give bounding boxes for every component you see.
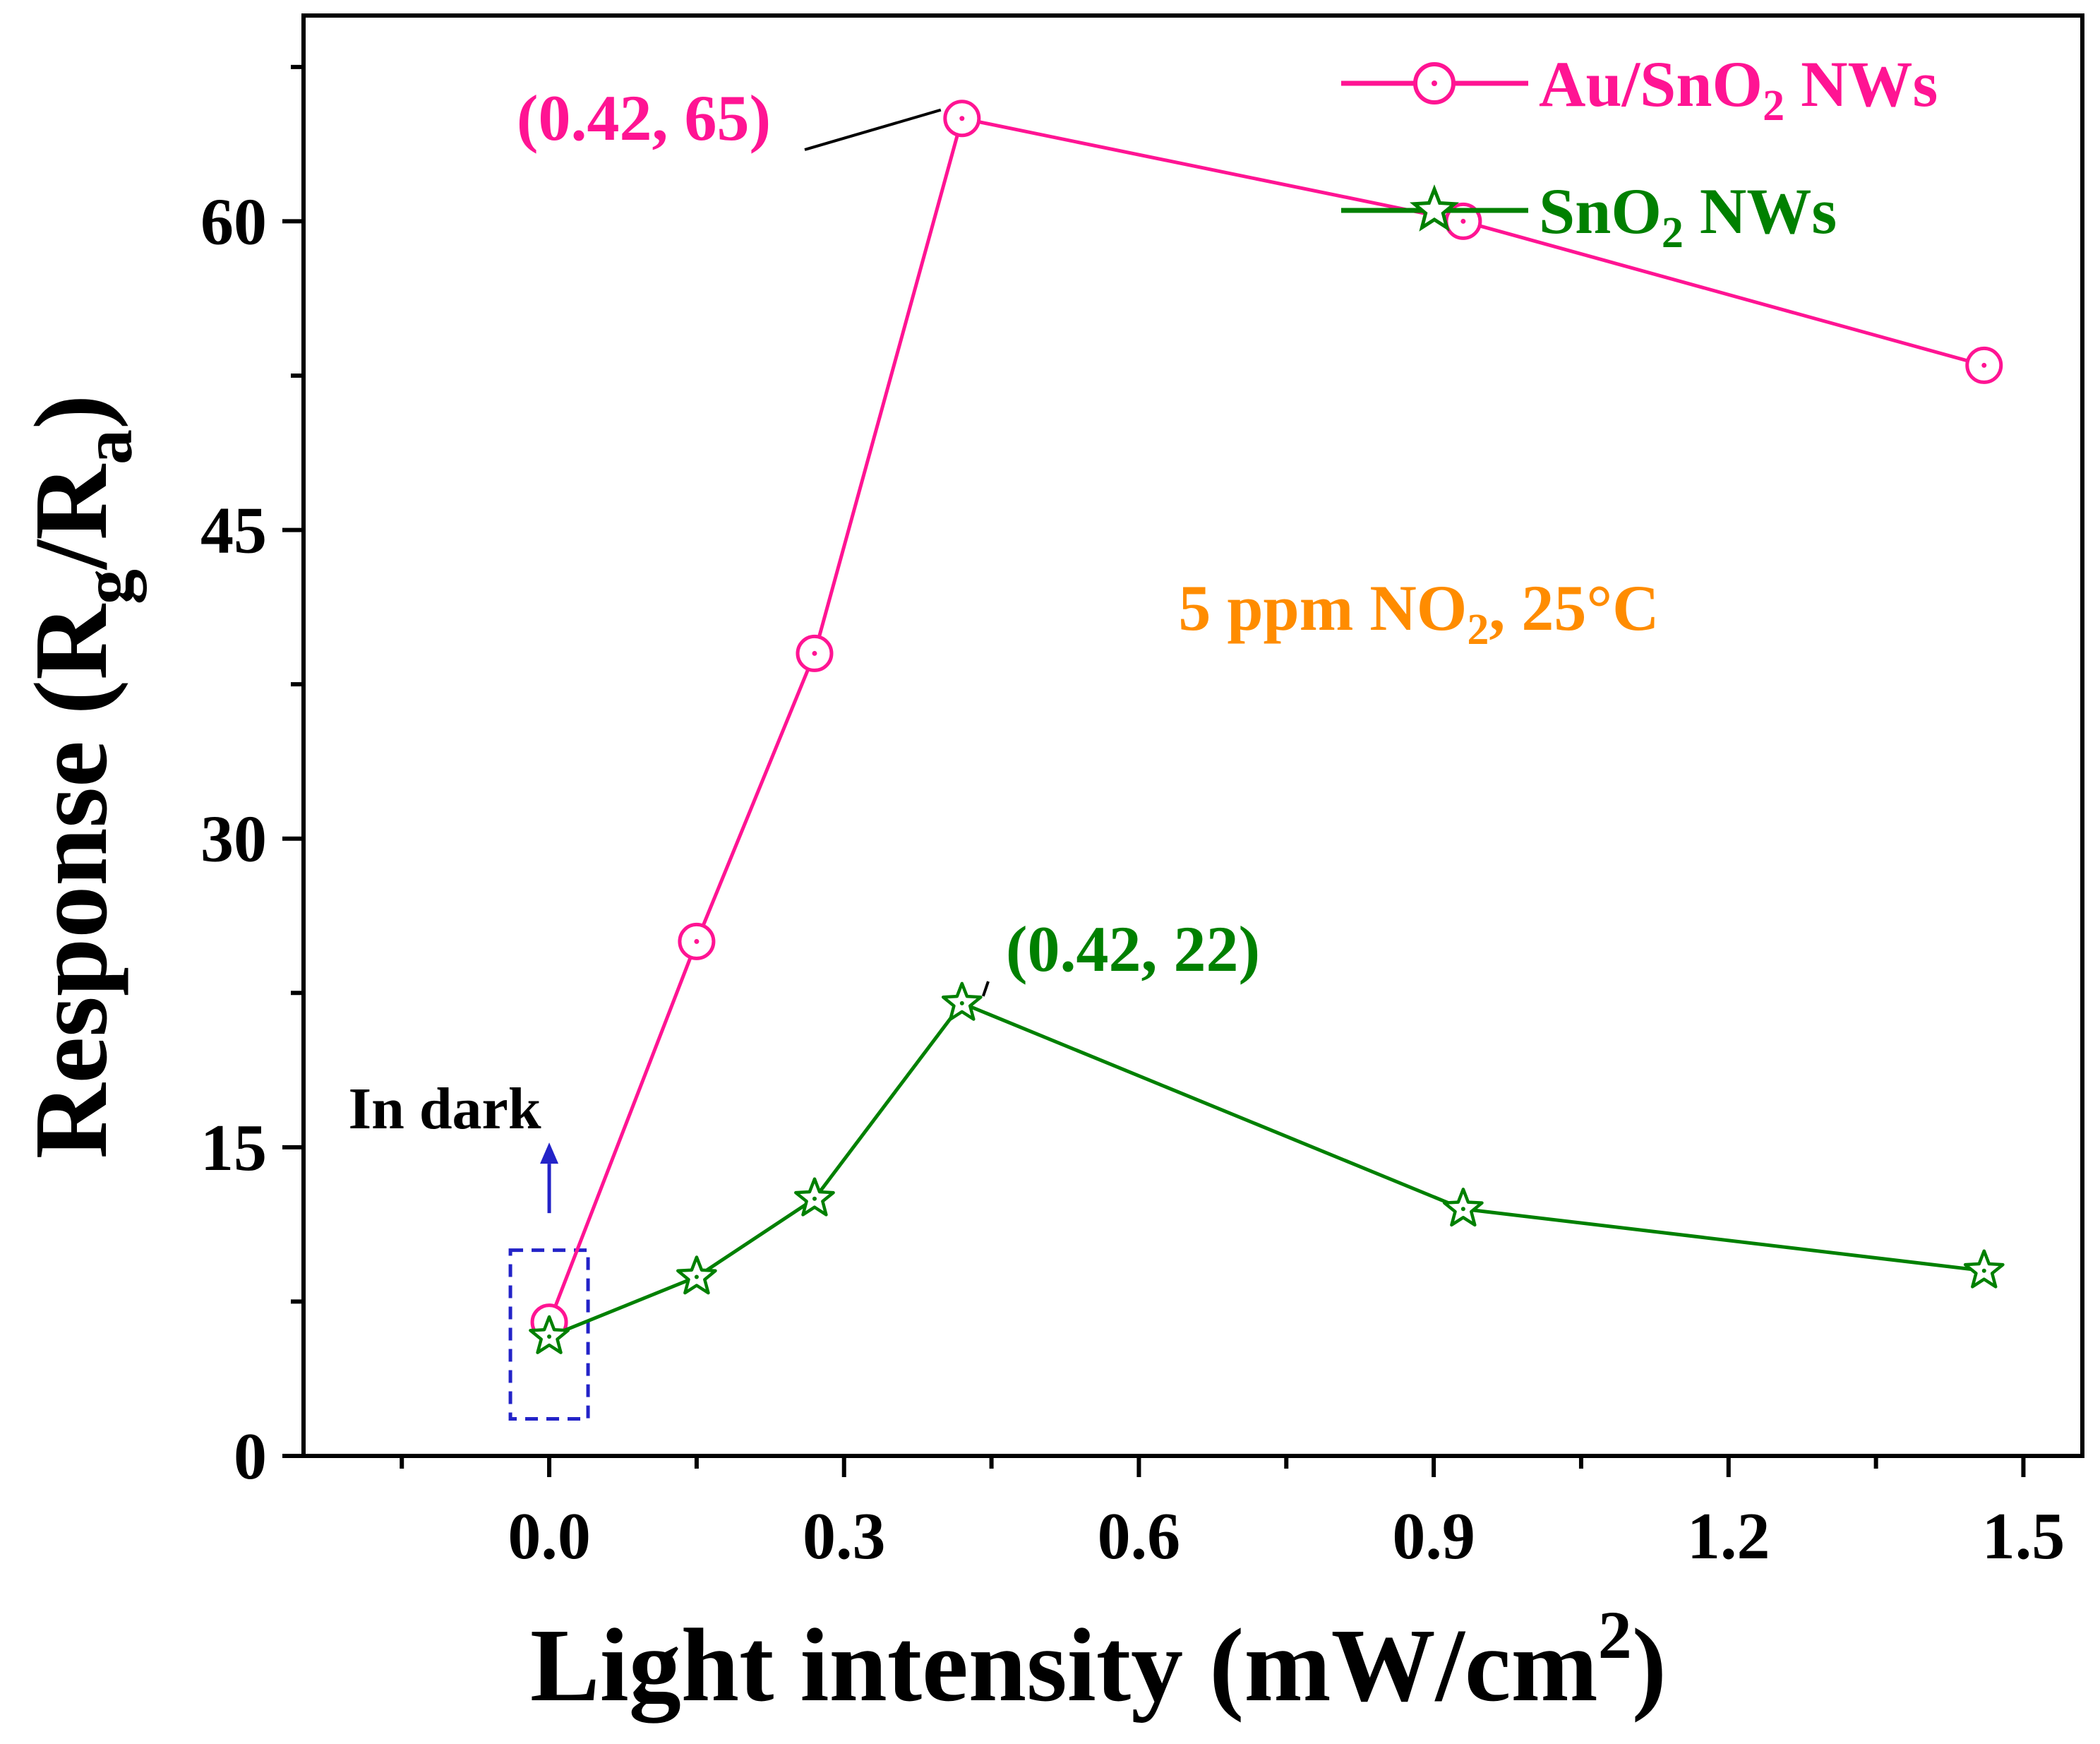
legend-entry-sn: SnO2 NWs [1341,175,1837,257]
condition-label: 5 ppm NO2, 25°C [1178,572,1659,654]
x-tick-label: 0.6 [1098,1500,1181,1573]
in-dark-box [508,1248,590,1421]
legend-entry-au: Au/SnO2 NWs [1341,48,1938,130]
legend-label-au: Au/SnO2 NWs [1539,48,1938,130]
legend: Au/SnO2 NWs SnO2 NWs [1341,48,1938,257]
peak-annotation-au: (0.42, 65) [517,82,771,154]
x-tick-label: 1.2 [1687,1500,1770,1573]
x-axis-title: Light intensity (mW/cm2) [530,1597,1667,1724]
y-tick-label: 30 [200,803,267,876]
annotations [508,108,990,1421]
series-line-sn [548,1001,1985,1339]
peak-leader-sn [981,981,990,997]
data-point-center-au [1460,218,1466,224]
data-series [529,100,2005,1354]
series-line-au [547,116,1985,1323]
x-tick-label: 1.5 [1982,1500,2065,1573]
legend-label-sn: SnO2 NWs [1539,175,1837,257]
data-point-center-au [812,650,817,656]
data-point-center-au [959,116,965,121]
data-point-center-sn [547,1334,552,1339]
legend-marker-sn [1409,184,1460,232]
data-point-center-au [1981,362,1987,368]
in-dark-arrow-head [540,1142,559,1164]
data-point-center-sn [812,1196,817,1201]
y-tick-label: 45 [200,494,267,568]
y-axis-title: Response (Rg/Ra) [13,395,147,1159]
y-tick-label: 60 [200,185,267,258]
x-tick-label: 0.3 [803,1500,886,1573]
peak-leader-au [804,108,942,151]
data-point-center-sn [959,1001,964,1005]
x-tick-label: 0.9 [1392,1500,1475,1573]
y-tick-label: 15 [200,1111,267,1185]
data-point-center-sn [1981,1268,1986,1273]
axes: 0.0 0.3 0.6 0.9 1.2 1.5 0 15 30 45 60 [200,13,2084,1573]
legend-marker-dot-au [1432,80,1437,86]
in-dark-label: In dark [348,1076,541,1142]
y-tick-label: 0 [234,1420,267,1493]
data-point-center-au [694,938,700,944]
data-point-center-sn [694,1274,699,1279]
x-tick-label: 0.0 [508,1500,591,1573]
peak-annotation-sn: (0.42, 22) [1006,913,1260,985]
data-point-center-sn [1460,1207,1465,1212]
plot-frame [301,13,2084,1458]
